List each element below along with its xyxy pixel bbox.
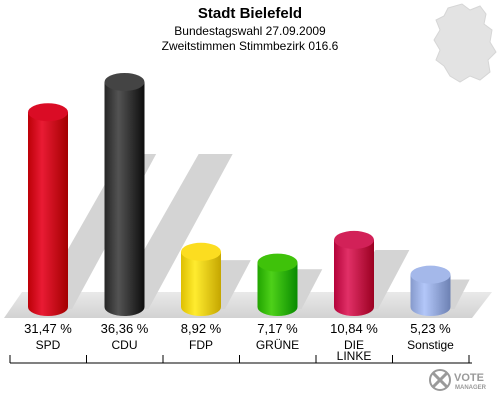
bars xyxy=(28,72,451,316)
value-label: 8,92 % xyxy=(181,321,222,336)
vote-manager-logo: VOTE MANAGER xyxy=(429,369,487,391)
category-label: CDU xyxy=(112,338,138,352)
bar-fdp xyxy=(181,242,221,316)
bar-top xyxy=(257,253,298,272)
logo-text-vote: VOTE xyxy=(454,372,484,384)
bar-body xyxy=(181,251,221,307)
bar-sonstige xyxy=(410,265,451,316)
bar-body xyxy=(28,112,68,307)
category-label: DIE xyxy=(344,338,364,352)
bar-base xyxy=(181,298,221,316)
germany-map-icon xyxy=(433,3,497,83)
bar-base xyxy=(28,298,68,316)
category-label: FDP xyxy=(189,338,213,352)
category-label: LINKE xyxy=(337,349,372,363)
bar-body xyxy=(104,81,145,307)
bar-top xyxy=(104,72,145,91)
value-labels: 31,47 % 36,36 % 8,92 % 7,17 % 10,84 % 5,23 % xyxy=(24,321,451,336)
category-label: GRÜNE xyxy=(256,338,299,352)
bar-die-linke xyxy=(334,230,374,316)
chart-subtitle-election: Bundestagswahl 27.09.2009 xyxy=(174,24,326,38)
value-label: 36,36 % xyxy=(101,321,149,336)
value-label: 5,23 % xyxy=(410,321,451,336)
bar-base xyxy=(257,298,298,316)
bar-grüne xyxy=(257,253,298,316)
chart-subtitle-district: Zweitstimmen Stimmbezirk 016.6 xyxy=(162,39,339,53)
bar-top xyxy=(334,230,374,249)
bar-top xyxy=(181,242,221,261)
bar-base xyxy=(334,298,374,316)
bar-top xyxy=(410,265,451,284)
bar-cdu xyxy=(104,72,145,316)
bar-base xyxy=(104,298,145,316)
bar-body xyxy=(334,239,374,307)
bar-top xyxy=(28,103,68,122)
logo-text-manager: MANAGER xyxy=(455,385,487,391)
bar-base xyxy=(410,298,451,316)
value-label: 7,17 % xyxy=(257,321,298,336)
value-label: 31,47 % xyxy=(24,321,72,336)
bar-shadows xyxy=(34,154,470,309)
chart-title: Stadt Bielefeld xyxy=(198,5,302,22)
category-label: SPD xyxy=(36,338,61,352)
bar-spd xyxy=(28,103,68,316)
category-label: Sonstige xyxy=(407,338,454,352)
value-label: 10,84 % xyxy=(330,321,378,336)
